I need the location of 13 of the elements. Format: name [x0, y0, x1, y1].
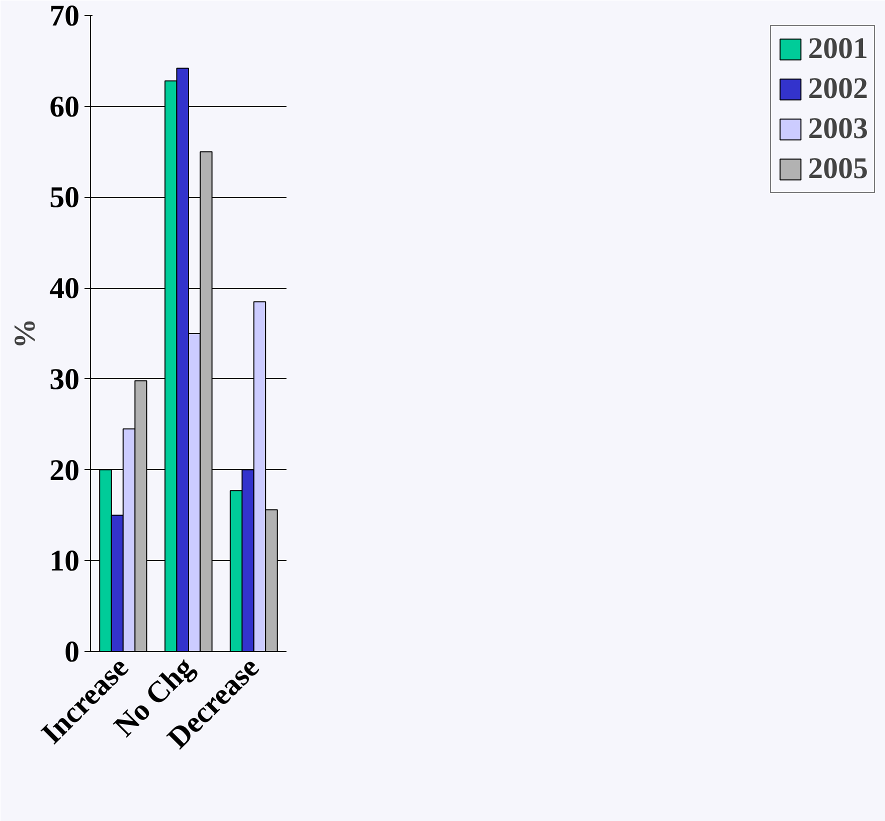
y-tick-label: 60 [50, 90, 80, 124]
y-tick-label: 50 [50, 181, 80, 214]
legend-label: 2001 [808, 32, 868, 66]
y-tick-label: 10 [50, 544, 80, 578]
legend-label: 2005 [808, 152, 868, 186]
y-tick-label: 40 [50, 272, 80, 306]
y-tick-label: 30 [50, 362, 80, 396]
y-tick-label: 70 [50, 0, 80, 32]
y-tick-label: 20 [50, 454, 80, 487]
y-axis-title: % [8, 318, 42, 348]
y-tick-label: 0 [64, 636, 80, 668]
legend-label: 2003 [808, 112, 868, 146]
legend-label: 2002 [808, 72, 868, 106]
